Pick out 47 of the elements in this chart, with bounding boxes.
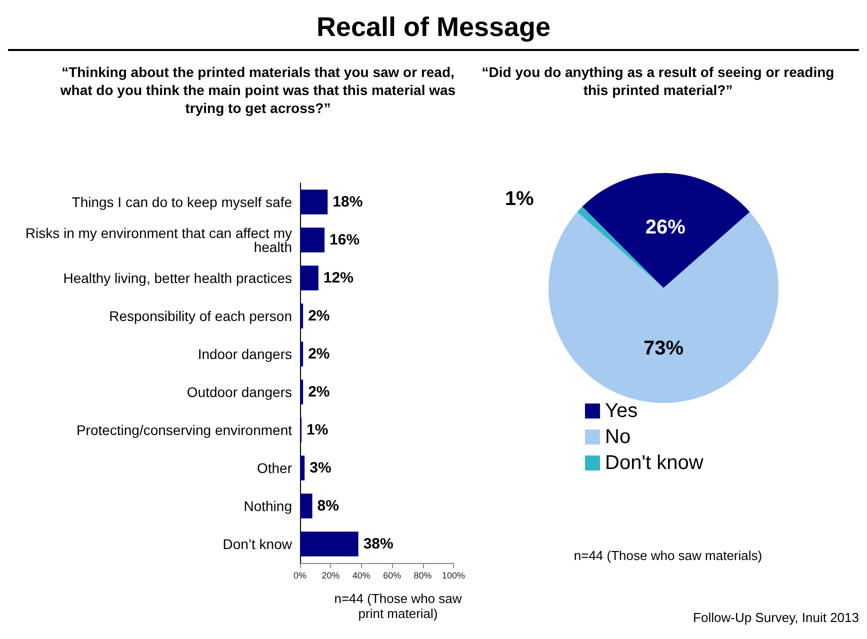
y-tick-label: Nothing — [244, 498, 292, 514]
data-label: 2% — [308, 308, 330, 324]
data-label: 2% — [308, 384, 330, 400]
legend-label: Don't know — [605, 452, 704, 474]
y-tick-label: Other — [256, 460, 292, 476]
bar — [300, 228, 325, 252]
data-label: 3% — [310, 460, 332, 476]
text: n=44 (Those who saw materials) — [572, 548, 764, 563]
y-tick-label: Risks in my environment that can affect my health — [25, 225, 292, 255]
y-tick-label: Indoor dangers — [198, 346, 292, 362]
legend-label: No — [605, 426, 631, 448]
data-label: 26% — [645, 216, 686, 239]
bar — [300, 304, 304, 328]
bar — [300, 494, 312, 518]
data-label: 2% — [308, 346, 330, 362]
data-label: 73% — [643, 338, 684, 360]
y-tick-label: Outdoor dangers — [186, 384, 292, 400]
bar — [300, 342, 304, 366]
y-tick-label: Don’t know — [222, 536, 293, 552]
bar — [300, 456, 305, 480]
data-label: 18% — [332, 194, 363, 210]
data-label: 12% — [323, 270, 354, 286]
text: Follow-Up Survey, Inuit 2013 — [693, 610, 859, 625]
text: n=44 (Those who saw print material) — [333, 591, 463, 621]
bar — [300, 266, 318, 290]
bar — [300, 190, 328, 214]
x-tick-label: 60% — [383, 570, 402, 580]
y-tick-label: Responsibility of each person — [109, 308, 292, 324]
x-tick-label: 20% — [322, 570, 340, 580]
chart-title: Recall of Message — [8, 12, 859, 51]
chart-subtitle: “Thinking about the printed materials that you saw or read, what do you think the main point was that this material was trying to get across?” — [59, 63, 457, 117]
data-label: 38% — [363, 536, 394, 552]
chart-subtitle: “Did you do anything as a result of seeing or reading this printed material?” — [480, 63, 836, 99]
x-tick-label: 0% — [293, 570, 307, 580]
legend-label: Yes — [605, 400, 638, 422]
x-tick-label: 80% — [414, 570, 432, 580]
y-tick-label: Healthy living, better health practices — [63, 270, 292, 286]
data-label: 1% — [504, 188, 534, 210]
y-tick-label: Things I can do to keep myself safe — [72, 194, 292, 210]
data-label: 1% — [306, 422, 328, 438]
data-label: 8% — [317, 498, 339, 514]
x-tick-label: 100% — [442, 570, 466, 580]
bar — [300, 380, 304, 404]
bar — [300, 532, 358, 556]
y-tick-label: Protecting/conserving environment — [76, 422, 292, 438]
x-tick-label: 40% — [352, 570, 370, 580]
data-label: 16% — [330, 232, 360, 248]
